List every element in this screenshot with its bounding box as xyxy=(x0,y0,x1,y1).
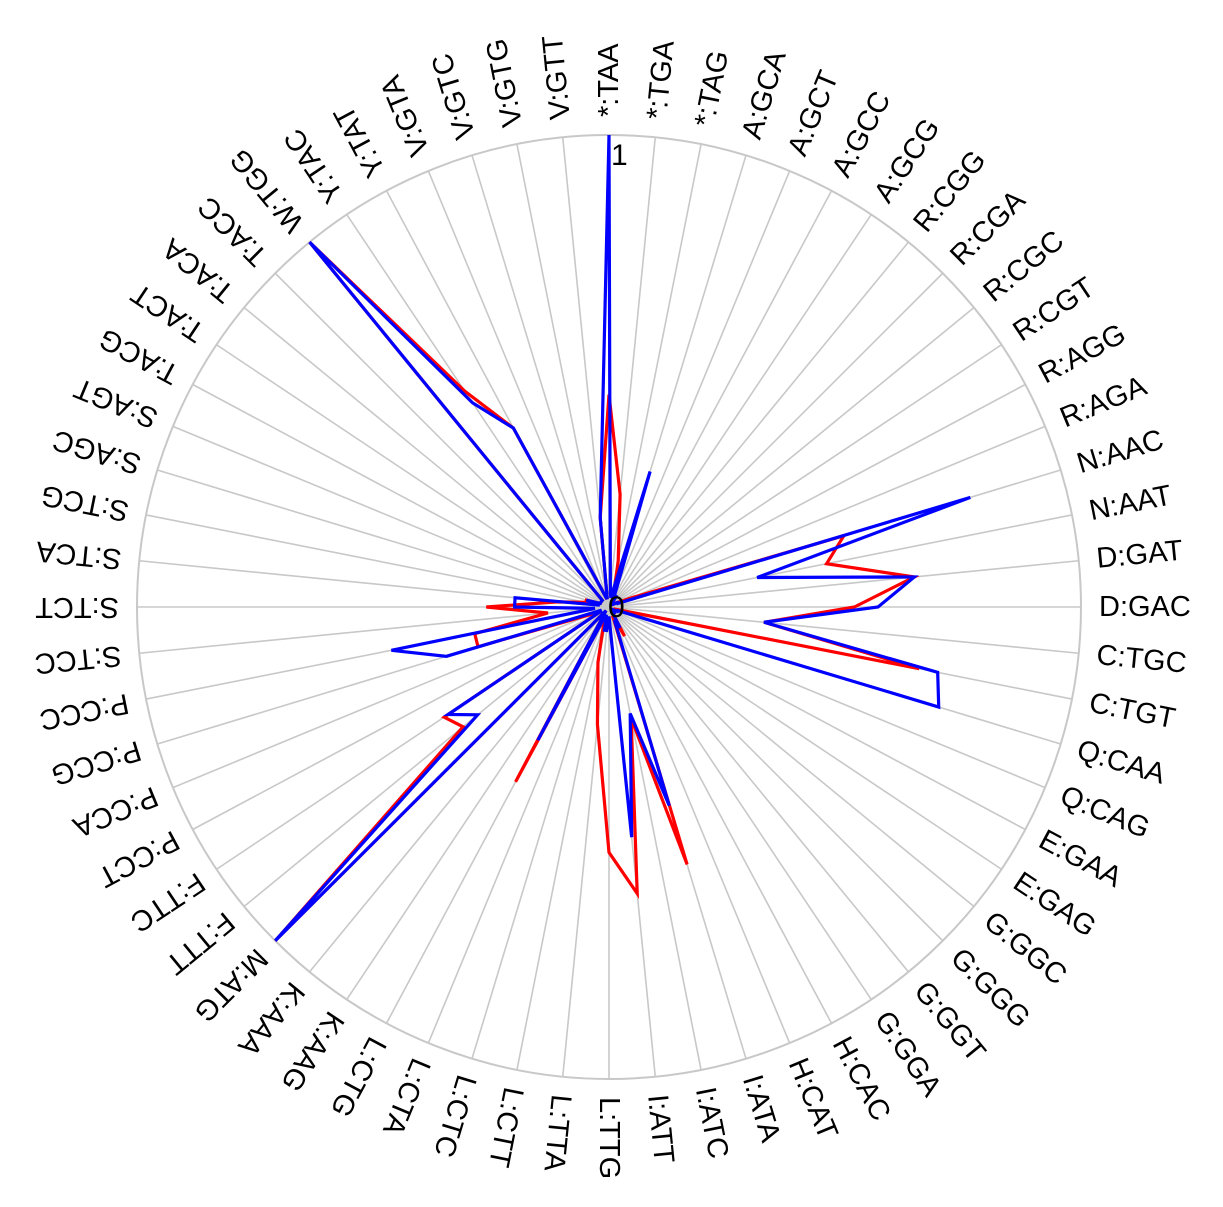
spoke-a-gcc xyxy=(608,190,833,608)
radial-gridlines xyxy=(137,135,1081,1079)
category-label-d-gac: D:GAC xyxy=(1099,591,1191,623)
spoke-r-cgt xyxy=(608,344,1002,608)
category-label-s-agc: S:AGC xyxy=(49,423,145,480)
spoke-g-gga xyxy=(608,606,872,1000)
spoke-s-agt xyxy=(172,425,610,608)
category-label-i-ata: I:ATA xyxy=(736,1071,787,1146)
spoke-l-tta xyxy=(561,606,610,1077)
series-lines xyxy=(274,134,971,942)
spoke-c-tgc xyxy=(608,606,1079,655)
category-label-s-tcg: S:TCG xyxy=(38,478,131,527)
spoke-s-agc xyxy=(157,469,610,608)
spoke-e-gag xyxy=(608,606,1002,870)
spoke-h-cac xyxy=(608,606,833,1024)
category-label-s-tct: S:TCT xyxy=(35,591,119,623)
spoke-n-aat xyxy=(608,514,1073,608)
spoke-s-tcg xyxy=(145,514,610,608)
spoke-a-gcg xyxy=(608,214,872,608)
category-label-s-tca: S:TCA xyxy=(34,535,123,575)
spoke-l-ctc xyxy=(471,606,610,1059)
spoke-t-act xyxy=(216,344,610,608)
spoke-t-acg xyxy=(192,383,610,608)
spoke-v-gtc xyxy=(471,155,610,608)
spoke-e-gaa xyxy=(608,606,1026,831)
spoke-k-aag xyxy=(346,606,610,1000)
spoke-p-cca xyxy=(172,606,610,789)
spoke-i-atc xyxy=(608,606,702,1071)
category-label-l-ctc: L:CTC xyxy=(427,1071,482,1160)
category-label-v-gta: V:GTA xyxy=(374,70,436,160)
category-label-p-ccc: P:CCC xyxy=(37,687,132,736)
spoke-f-ttt xyxy=(243,606,610,908)
spoke-a-gct xyxy=(608,170,791,608)
category-label-d-gat: D:GAT xyxy=(1095,535,1184,575)
spoke-d-gat xyxy=(608,559,1079,608)
category-label-a-gca: A:GCA xyxy=(736,46,793,142)
category-label-r-aga: R:AGA xyxy=(1056,370,1152,434)
category-label-i-atc: I:ATC xyxy=(689,1084,734,1161)
category-label-q-caa: Q:CAA xyxy=(1073,734,1169,791)
category-label-h-cat: H:CAT xyxy=(782,1054,844,1145)
spoke-l-cta xyxy=(427,606,610,1044)
spoke-g-ggt xyxy=(608,606,910,973)
spoke-t-acc xyxy=(274,272,610,608)
spoke-r-cga xyxy=(608,272,944,608)
spoke-p-cct xyxy=(192,606,610,831)
spoke-r-cgg xyxy=(608,241,910,608)
category-label-stop-tga: *:TGA xyxy=(641,39,681,121)
category-label-p-ccg: P:CCG xyxy=(48,734,145,791)
spoke-l-ctt xyxy=(516,606,610,1071)
spoke-g-ggc xyxy=(608,606,975,908)
category-label-stop-taa: *:TAA xyxy=(593,43,625,117)
category-label-s-tcc: S:TCC xyxy=(33,639,123,679)
spoke-g-ggg xyxy=(608,606,944,942)
radial-tick-label-max: 1 xyxy=(611,139,628,172)
category-label-y-tat: Y:TAT xyxy=(328,100,392,183)
category-label-l-tta: L:TTA xyxy=(537,1093,576,1173)
category-label-s-agt: S:AGT xyxy=(70,371,163,434)
radial-tick-label-min: 0 xyxy=(608,591,625,624)
spoke-h-cat xyxy=(608,606,791,1044)
spoke-r-cgc xyxy=(608,306,975,608)
spoke-v-gta xyxy=(427,170,610,608)
spoke-r-aga xyxy=(608,425,1046,608)
category-label-n-aac: N:AAC xyxy=(1073,424,1167,480)
spoke-s-tcc xyxy=(139,606,610,655)
spoke-stop-tga xyxy=(608,137,657,608)
spoke-k-aaa xyxy=(308,606,610,973)
spoke-t-aca xyxy=(243,306,610,608)
category-label-v-gtg: V:GTG xyxy=(480,36,529,130)
spoke-q-cag xyxy=(608,606,1046,789)
category-label-v-gtc: V:GTC xyxy=(426,50,482,143)
category-label-i-att: I:ATT xyxy=(641,1093,680,1165)
series-line-2 xyxy=(274,134,971,942)
category-label-v-gtt: V:GTT xyxy=(537,34,577,121)
category-label-n-aat: N:AAT xyxy=(1086,479,1174,527)
category-label-p-cca: P:CCA xyxy=(68,780,163,844)
category-label-c-tgc: C:TGC xyxy=(1095,639,1188,680)
category-label-c-tgt: C:TGT xyxy=(1086,687,1178,735)
category-label-l-ctt: L:CTT xyxy=(482,1084,529,1170)
category-label-l-ttg: L:TTG xyxy=(593,1097,625,1179)
spoke-y-tac xyxy=(346,214,610,608)
spoke-r-agg xyxy=(608,383,1026,608)
category-label-a-gct: A:GCT xyxy=(782,66,846,160)
spoke-v-gtg xyxy=(516,143,610,608)
spoke-stop-tag xyxy=(608,143,702,608)
category-label-l-cta: L:CTA xyxy=(376,1054,436,1141)
category-label-stop-tag: *:TAG xyxy=(689,48,735,130)
